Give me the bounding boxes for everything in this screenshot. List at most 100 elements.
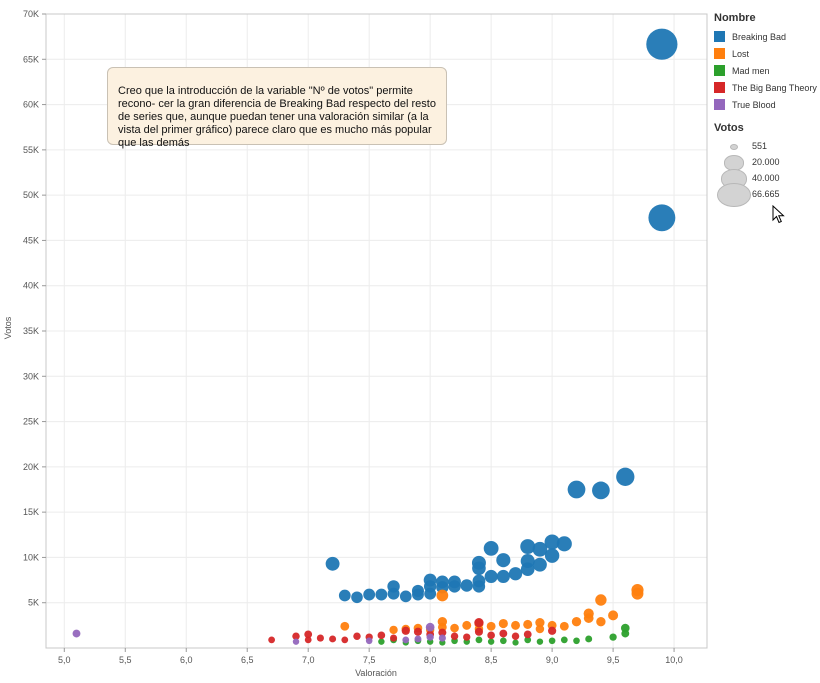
data-point[interactable] <box>535 618 545 628</box>
data-point[interactable] <box>631 583 644 597</box>
data-point[interactable] <box>329 635 337 643</box>
data-point[interactable] <box>375 588 388 601</box>
data-point[interactable] <box>353 632 361 640</box>
data-point[interactable] <box>292 638 300 645</box>
data-point[interactable] <box>487 638 495 645</box>
data-point[interactable] <box>424 587 437 600</box>
data-point[interactable] <box>523 619 533 629</box>
data-point[interactable] <box>646 28 678 60</box>
data-point[interactable] <box>520 562 535 576</box>
data-point[interactable] <box>338 589 351 602</box>
data-point[interactable] <box>460 579 473 592</box>
data-point[interactable] <box>390 634 398 642</box>
data-point[interactable] <box>389 625 398 635</box>
data-point[interactable] <box>412 588 424 601</box>
data-point[interactable] <box>304 630 313 639</box>
size-legend-title: Votos <box>714 122 744 134</box>
data-point[interactable] <box>399 590 412 603</box>
legend-item[interactable]: The Big Bang Theory <box>714 79 820 96</box>
data-point[interactable] <box>340 621 350 631</box>
data-point[interactable] <box>292 632 300 640</box>
data-point[interactable] <box>548 637 556 645</box>
data-point[interactable] <box>620 623 630 633</box>
data-point[interactable] <box>585 635 593 643</box>
data-point[interactable] <box>401 626 410 635</box>
data-point[interactable] <box>450 632 459 640</box>
data-point[interactable] <box>532 541 548 557</box>
data-point[interactable] <box>499 629 508 638</box>
data-point[interactable] <box>484 569 498 583</box>
data-point[interactable] <box>325 556 340 571</box>
data-point[interactable] <box>583 608 594 619</box>
data-point[interactable] <box>341 636 349 644</box>
data-point[interactable] <box>486 621 496 631</box>
data-point[interactable] <box>487 631 495 640</box>
data-point[interactable] <box>520 539 536 555</box>
data-point[interactable] <box>402 636 410 644</box>
data-point[interactable] <box>351 591 363 604</box>
data-point[interactable] <box>567 480 586 499</box>
data-point[interactable] <box>496 553 511 568</box>
data-point[interactable] <box>560 636 568 644</box>
data-point[interactable] <box>462 620 472 630</box>
data-point[interactable] <box>609 633 617 641</box>
data-point[interactable] <box>508 567 523 581</box>
data-point[interactable] <box>498 618 508 629</box>
data-point[interactable] <box>512 639 519 646</box>
data-point[interactable] <box>536 638 544 645</box>
data-point[interactable] <box>72 629 81 638</box>
data-point[interactable] <box>378 638 385 645</box>
data-point[interactable] <box>463 633 471 641</box>
data-point[interactable] <box>571 617 582 627</box>
data-point[interactable] <box>573 637 580 645</box>
data-point[interactable] <box>413 627 423 636</box>
data-point[interactable] <box>387 587 400 600</box>
data-point[interactable] <box>523 630 532 639</box>
data-point[interactable] <box>648 204 676 232</box>
data-point[interactable] <box>608 610 619 621</box>
data-point[interactable] <box>377 631 386 640</box>
data-point[interactable] <box>414 635 422 643</box>
data-point[interactable] <box>304 636 312 644</box>
series-breaking-bad <box>325 28 678 604</box>
legend-item[interactable]: Breaking Bad <box>714 28 820 45</box>
data-point[interactable] <box>436 581 449 594</box>
data-point[interactable] <box>496 569 510 583</box>
data-point[interactable] <box>535 624 545 634</box>
data-point[interactable] <box>592 481 610 500</box>
data-point[interactable] <box>532 557 547 572</box>
data-point[interactable] <box>472 561 486 576</box>
data-point[interactable] <box>475 636 483 644</box>
data-point[interactable] <box>448 580 461 593</box>
data-point[interactable] <box>544 534 560 550</box>
legend-item[interactable]: True Blood <box>714 96 820 113</box>
data-point[interactable] <box>472 580 486 593</box>
data-point[interactable] <box>511 620 521 630</box>
data-point[interactable] <box>547 626 557 635</box>
data-point[interactable] <box>511 632 520 640</box>
legend-item[interactable]: Lost <box>714 45 820 62</box>
data-point[interactable] <box>524 636 532 644</box>
data-point[interactable] <box>596 617 606 627</box>
data-point[interactable] <box>595 594 607 606</box>
data-point[interactable] <box>616 467 635 486</box>
data-point[interactable] <box>450 623 459 633</box>
data-point[interactable] <box>559 621 569 631</box>
data-point[interactable] <box>436 589 449 602</box>
data-point[interactable] <box>426 633 434 641</box>
data-point[interactable] <box>474 618 484 628</box>
data-point[interactable] <box>316 634 324 642</box>
x-tick-label: 6,0 <box>180 655 193 665</box>
data-point[interactable] <box>268 636 276 644</box>
data-point[interactable] <box>474 627 484 636</box>
data-point[interactable] <box>544 548 560 563</box>
data-point[interactable] <box>500 637 507 645</box>
data-point[interactable] <box>438 628 447 637</box>
data-point[interactable] <box>556 536 572 552</box>
data-point[interactable] <box>483 540 499 556</box>
data-point[interactable] <box>363 588 376 601</box>
data-point[interactable] <box>365 637 373 645</box>
legend-item[interactable]: Mad men <box>714 62 820 79</box>
data-point[interactable] <box>438 634 446 642</box>
data-point[interactable] <box>425 622 435 632</box>
